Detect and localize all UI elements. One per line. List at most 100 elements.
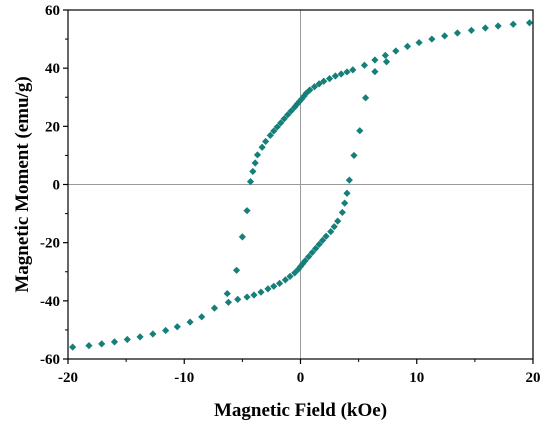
data-point — [258, 143, 266, 151]
data-point — [349, 66, 357, 74]
data-point — [360, 61, 369, 69]
data-point — [110, 338, 119, 346]
axis-ticks — [63, 9, 534, 364]
data-point — [264, 285, 272, 293]
data-point — [467, 26, 475, 34]
data-point — [509, 20, 517, 28]
data-point — [312, 244, 320, 253]
data-point — [246, 177, 255, 186]
data-point — [356, 127, 364, 135]
x-tick-label: 20 — [526, 370, 541, 386]
data-point — [428, 35, 436, 43]
data-point — [315, 80, 323, 88]
x-tick-label: -10 — [174, 370, 194, 386]
data-point — [341, 199, 349, 207]
data-point — [270, 282, 278, 290]
y-tick-label: 60 — [45, 3, 60, 19]
y-tick-label: 0 — [53, 178, 61, 194]
data-point — [266, 131, 274, 139]
data-point — [253, 151, 262, 159]
data-point — [315, 240, 323, 249]
y-tick-label: -20 — [40, 236, 60, 252]
data-point — [362, 94, 370, 102]
data-point — [198, 313, 206, 321]
data-point — [173, 323, 181, 331]
x-tick-label: -20 — [58, 370, 78, 386]
data-point — [251, 159, 259, 167]
data-point — [257, 288, 265, 296]
data-point — [234, 295, 242, 303]
data-point — [331, 72, 339, 80]
data-point — [494, 22, 502, 30]
data-point — [350, 151, 358, 160]
data-point — [415, 38, 423, 47]
data-point — [270, 127, 278, 135]
data-point — [291, 103, 299, 111]
data-point — [85, 342, 93, 350]
x-tick-label: 10 — [409, 370, 424, 386]
data-point — [343, 68, 351, 76]
data-point — [305, 253, 313, 261]
data-point — [371, 68, 379, 76]
y-tick-label: -40 — [40, 294, 60, 310]
data-point — [281, 276, 289, 284]
data-points — [69, 19, 534, 351]
data-point — [249, 167, 257, 176]
data-point — [325, 75, 334, 83]
data-point — [293, 100, 301, 108]
data-point — [286, 272, 294, 281]
data-point — [310, 83, 319, 91]
data-point — [238, 233, 246, 241]
data-point — [327, 228, 335, 236]
data-point — [287, 107, 295, 115]
data-point — [343, 189, 351, 197]
data-point — [136, 333, 144, 341]
data-point — [298, 95, 306, 103]
data-point — [381, 51, 389, 59]
data-point — [186, 318, 194, 326]
data-point — [525, 19, 534, 27]
data-point — [262, 137, 270, 146]
data-point — [210, 304, 219, 312]
data-point — [223, 289, 231, 298]
data-point — [337, 70, 345, 78]
data-point — [273, 123, 281, 131]
data-point — [280, 115, 288, 123]
data-point — [338, 208, 346, 217]
data-point — [243, 293, 251, 301]
zero-lines — [68, 10, 533, 359]
data-point — [308, 248, 316, 257]
data-point — [149, 330, 157, 338]
data-point — [392, 47, 400, 55]
data-point — [334, 217, 342, 225]
data-point — [299, 260, 307, 268]
data-point — [250, 291, 258, 299]
data-point — [301, 257, 309, 265]
data-point — [322, 232, 330, 240]
data-point — [243, 207, 251, 215]
data-point — [224, 298, 233, 306]
data-point — [277, 119, 285, 127]
tick-labels: -20 -10 0 10 20 -60 -40 -20 0 20 40 60 — [40, 3, 541, 386]
data-point — [453, 29, 462, 37]
data-point — [98, 340, 106, 348]
data-point — [481, 24, 489, 32]
data-point — [162, 326, 170, 335]
data-point — [318, 236, 327, 244]
data-point — [295, 98, 303, 106]
data-point — [403, 42, 412, 50]
y-tick-label: 20 — [45, 119, 60, 135]
data-point — [345, 176, 353, 184]
data-point — [69, 343, 77, 351]
data-point — [123, 335, 131, 344]
data-point — [284, 111, 292, 119]
data-point — [382, 58, 391, 66]
y-tick-label: 40 — [45, 61, 60, 77]
x-tick-label: 0 — [297, 370, 305, 386]
y-axis-title: Magnetic Moment (emu/g) — [12, 76, 33, 292]
data-point — [330, 223, 338, 231]
data-point — [371, 56, 379, 64]
y-tick-label: -60 — [40, 352, 60, 368]
data-point — [441, 32, 449, 40]
